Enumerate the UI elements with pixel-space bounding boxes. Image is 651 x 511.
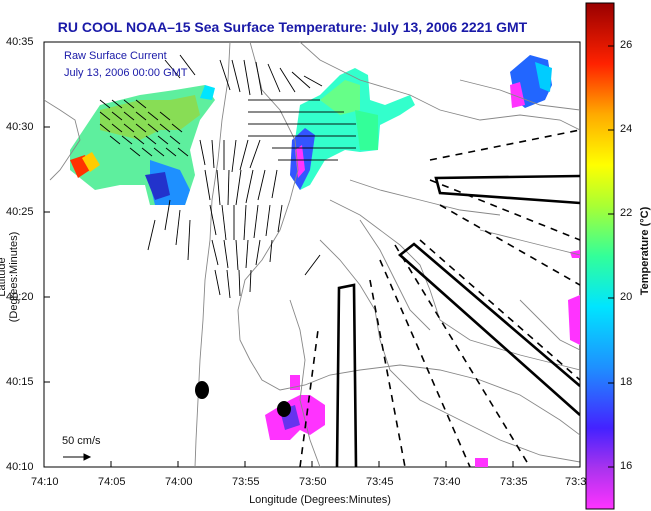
buoy-1 xyxy=(195,381,209,399)
figure-title: RU COOL NOAA–15 Sea Surface Temperature:… xyxy=(57,19,528,35)
y-tick-label: 40:15 xyxy=(6,376,34,388)
x-axis-title: Longitude (Degrees:Minutes) xyxy=(249,494,391,506)
overlay-line-2: July 13, 2006 00:00 GMT xyxy=(64,67,188,79)
y-tick-label: 40:25 xyxy=(6,206,34,218)
x-tick-label: 73:45 xyxy=(366,476,394,488)
y-tick-label: 40:35 xyxy=(6,36,34,48)
y-axis-title: Latitude (Degrees:Minutes) xyxy=(0,231,20,323)
y-tick-label: 40:20 xyxy=(6,291,34,303)
colorbar-tick-label: 24 xyxy=(620,123,633,135)
coastline-contours xyxy=(44,42,580,467)
overlay-line-1: Raw Surface Current xyxy=(64,50,167,62)
dashed-lines xyxy=(299,129,580,467)
y-tick-label: 40:30 xyxy=(6,121,34,133)
colorbar-tick-label: 18 xyxy=(620,376,633,388)
colorbar-tick-label: 26 xyxy=(620,39,633,51)
x-tick-label: 73:40 xyxy=(433,476,461,488)
x-tick-label: 74:00 xyxy=(165,476,193,488)
y-tick-label: 40:10 xyxy=(6,461,34,473)
current-vectors xyxy=(99,54,356,299)
x-tick-label: 73:55 xyxy=(232,476,260,488)
colorbar xyxy=(585,2,615,510)
shipping-lanes xyxy=(335,174,580,467)
colorbar-title: Temperature (°C) xyxy=(639,206,651,296)
x-tick-label: 73:50 xyxy=(299,476,327,488)
x-tick-label: 74:05 xyxy=(98,476,126,488)
scale-bar-label: 50 cm/s xyxy=(62,435,101,447)
sst-patches xyxy=(70,55,580,467)
colorbar-tick-label: 16 xyxy=(620,460,633,472)
colorbar-tick-label: 22 xyxy=(620,207,633,219)
tick-marks xyxy=(43,41,581,468)
x-tick-label: 74:10 xyxy=(31,476,59,488)
buoy-2 xyxy=(277,401,291,417)
colorbar-tick-label: 20 xyxy=(620,291,633,303)
colorbar-ticks xyxy=(608,45,614,468)
scale-arrow xyxy=(63,453,92,461)
x-tick-label: 73:35 xyxy=(500,476,528,488)
x-tick-label: 73:3 xyxy=(565,476,587,488)
